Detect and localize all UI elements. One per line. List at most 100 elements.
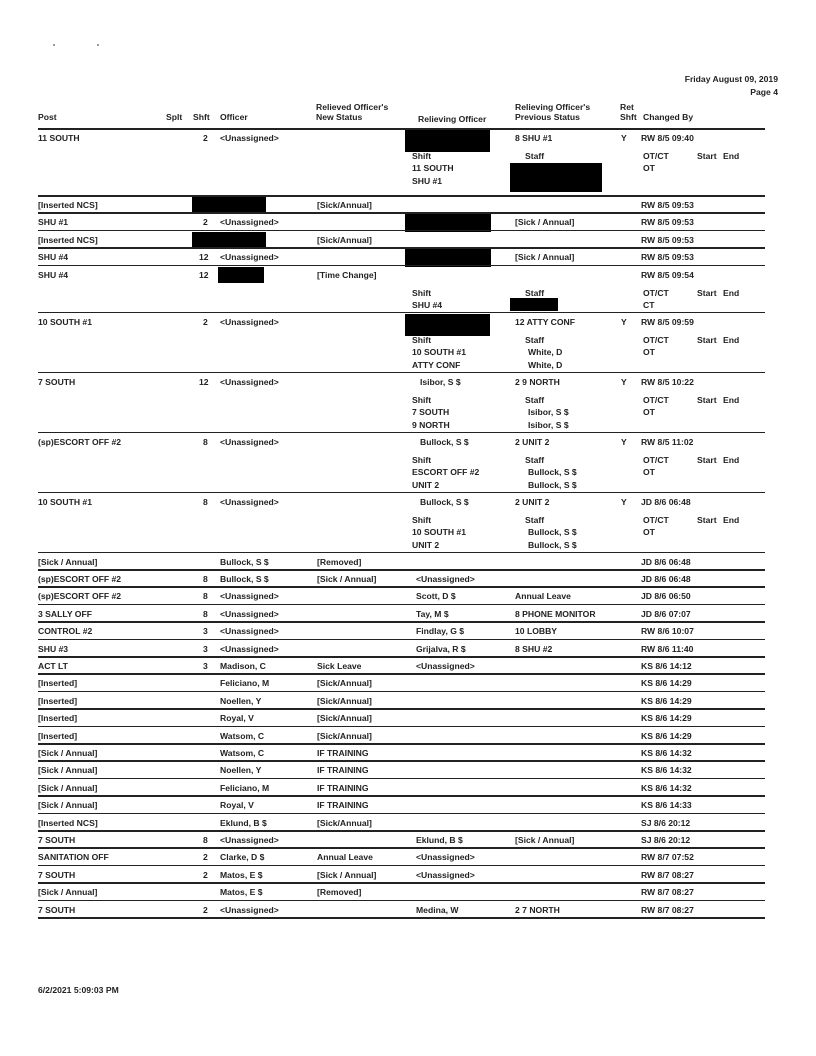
col-changed-by: Changed By	[643, 112, 694, 122]
staff-label: Staff	[525, 287, 545, 298]
row-divider	[38, 247, 765, 249]
new-status-cell: [Sick/Annual]	[317, 234, 372, 245]
post-cell: 7 SOUTH	[38, 869, 76, 880]
previous-status-cell: [Sick / Annual]	[515, 252, 575, 263]
post-cell: 10 SOUTH #1	[38, 496, 92, 507]
row-divider	[38, 725, 765, 728]
post-cell: [Inserted NCS]	[38, 234, 98, 245]
previous-status-cell: [Sick / Annual]	[515, 217, 575, 228]
post-cell: (sp)ESCORT OFF #2	[38, 574, 122, 584]
new-status-cell: [Sick/Annual]	[317, 200, 372, 210]
row-divider	[38, 229, 765, 232]
changed-by-cell: RW 8/5 10:22	[641, 376, 694, 387]
previous-status-cell: 2 9 NORTH	[515, 376, 560, 387]
relieving-officer-cell: <Unassigned>	[416, 574, 475, 584]
shift-cell: 12	[199, 252, 209, 263]
new-status-cell: Sick Leave	[317, 661, 362, 671]
changed-by-cell: RW 8/5 11:02	[641, 436, 694, 447]
changed-by-cell: SJ 8/6 20:12	[641, 817, 691, 828]
officer-cell: <Unassigned>	[220, 626, 279, 637]
return-shift-cell: Y	[621, 496, 627, 507]
shift-label: Shift	[412, 334, 432, 345]
row-divider	[38, 708, 765, 710]
changed-by-cell: RW 8/5 09:59	[641, 316, 694, 327]
otct-label: OT/CT	[643, 514, 669, 525]
end-label: End	[723, 151, 740, 161]
post-cell: SHU #4	[38, 252, 69, 263]
otct-label: OT/CT	[643, 334, 669, 345]
start-label: Start	[697, 151, 717, 161]
shift-cell: 8	[203, 835, 208, 845]
relieving-officer-cell: Medina, W	[416, 904, 459, 915]
shift-post-value: SHU #4	[412, 299, 443, 310]
shift-post-value: 11 SOUTH	[412, 163, 454, 173]
shift-cell: 12	[199, 376, 209, 387]
col-officer: Officer	[220, 112, 248, 122]
new-status-cell: [Sick / Annual]	[317, 869, 377, 880]
changed-by-cell: JD 8/6 07:07	[641, 608, 691, 619]
changed-by-cell: RW 8/5 09:54	[641, 269, 694, 280]
post-cell: 7 SOUTH	[38, 904, 76, 915]
shift-cell: 2	[203, 852, 208, 863]
end-label: End	[723, 514, 740, 525]
row-divider	[38, 882, 765, 884]
previous-status-cell: 8 SHU #2	[515, 643, 553, 654]
previous-status-cell: 8 SHU #1	[515, 133, 553, 143]
post-cell: [Sick / Annual]	[38, 556, 98, 567]
post-cell: 7 SOUTH	[38, 376, 76, 387]
post-cell: SHU #3	[38, 643, 69, 654]
officer-cell: Matos, E $	[220, 887, 263, 898]
row-divider	[38, 899, 765, 902]
staff-value: Isibor, S $	[528, 406, 569, 417]
changed-by-cell: JD 8/6 06:48	[641, 574, 691, 584]
relieving-officer-cell: <Unassigned>	[416, 661, 475, 671]
changed-by-cell: KS 8/6 14:12	[641, 661, 692, 671]
shift-label: Shift	[412, 151, 432, 161]
post-cell: CONTROL #2	[38, 626, 93, 637]
print-timestamp: 6/2/2021 5:09:03 PM	[38, 985, 119, 995]
row-divider	[38, 673, 765, 675]
post-cell: SHU #1	[38, 217, 69, 228]
new-status-cell: [Sick/Annual]	[317, 817, 372, 828]
relieving-officer-cell: <Unassigned>	[416, 852, 475, 863]
row-divider	[38, 795, 765, 797]
post-cell: 7 SOUTH	[38, 835, 76, 845]
start-label: Start	[697, 394, 717, 405]
row-divider	[38, 742, 765, 745]
col-ret-1: Ret	[620, 102, 634, 112]
redaction-box	[192, 231, 266, 248]
officer-cell: <Unassigned>	[220, 316, 279, 327]
post-cell: 10 SOUTH #1	[38, 316, 92, 327]
relieving-officer-cell: <Unassigned>	[416, 869, 475, 880]
row-divider	[38, 829, 765, 832]
changed-by-cell: RW 8/5 09:53	[641, 217, 694, 228]
post-cell: (sp)ESCORT OFF #2	[38, 436, 122, 447]
new-status-cell: [Sick/Annual]	[317, 713, 372, 724]
new-status-cell: [Removed]	[317, 887, 362, 898]
row-divider	[38, 638, 765, 641]
row-divider	[38, 812, 765, 815]
scan-speck	[97, 44, 99, 46]
shift-cell: 2	[203, 217, 208, 228]
officer-cell: Clarke, D $	[220, 852, 265, 863]
officer-cell: Royal, V	[220, 800, 254, 811]
new-status-cell: [Sick/Annual]	[317, 678, 372, 689]
shift-cell: 8	[203, 608, 208, 619]
changed-by-cell: KS 8/6 14:29	[641, 678, 692, 689]
otct-label: OT/CT	[643, 394, 669, 405]
staff-label: Staff	[525, 454, 545, 465]
post-cell: [Inserted NCS]	[38, 817, 98, 828]
shift-post-value: ESCORT OFF #2	[412, 466, 480, 477]
previous-status-cell: 2 UNIT 2	[515, 436, 550, 447]
post-cell: [Sick / Annual]	[38, 800, 98, 811]
relieving-officer-cell: Findlay, G $	[416, 626, 465, 637]
staff-label: Staff	[525, 514, 545, 525]
redaction-box	[405, 214, 491, 233]
relieving-officer-cell: Eklund, B $	[416, 835, 463, 845]
changed-by-cell: KS 8/6 14:32	[641, 782, 692, 793]
staff-value: Bullock, S $	[528, 479, 577, 490]
relieving-officer-cell: Isibor, S $	[420, 376, 461, 387]
changed-by-cell: RW 8/6 10:07	[641, 626, 694, 637]
row-divider	[38, 551, 765, 554]
shift-post-value: UNIT 2	[412, 539, 440, 550]
